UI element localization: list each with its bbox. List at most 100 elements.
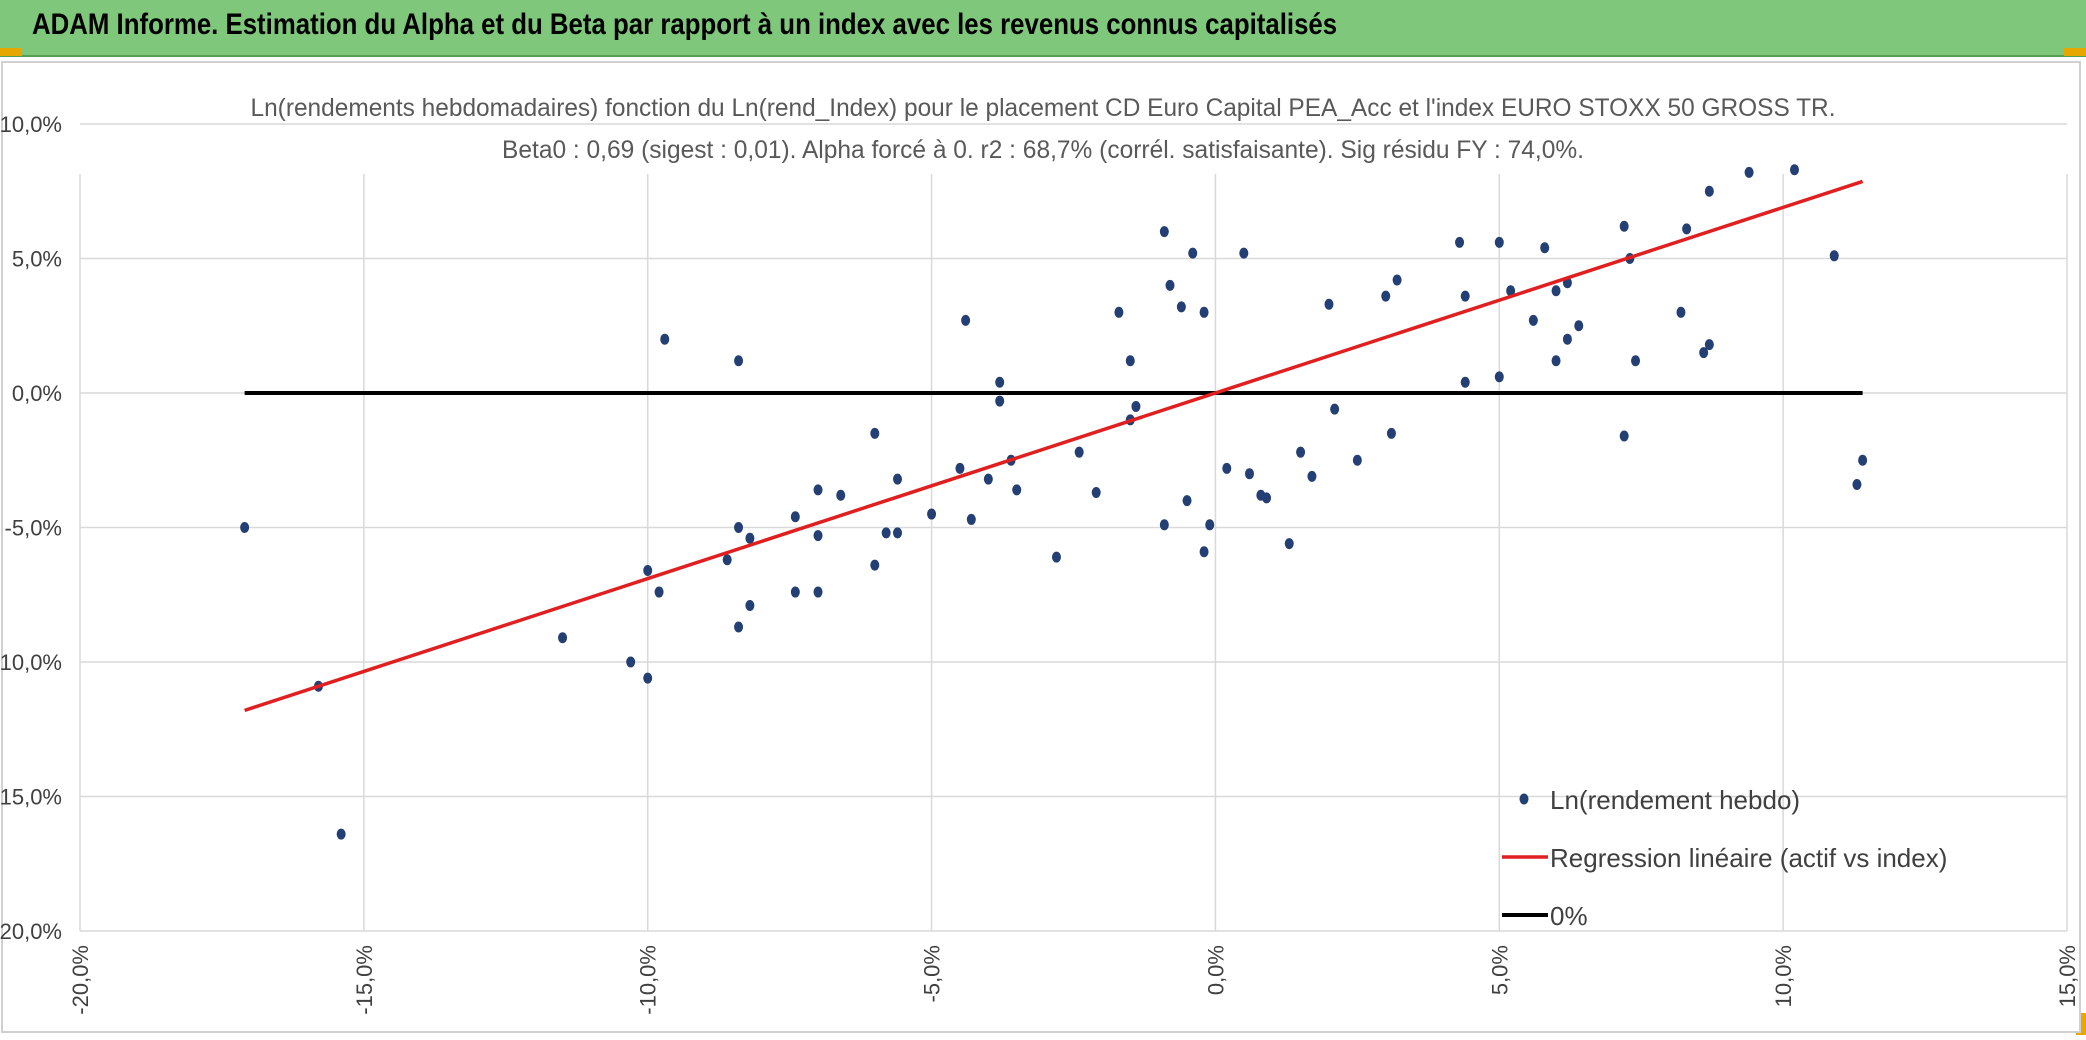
data-point [870, 427, 880, 439]
data-point [1199, 546, 1209, 558]
data-point [1074, 446, 1084, 458]
data-point [1392, 274, 1402, 286]
data-point [1205, 519, 1215, 531]
data-point [1012, 484, 1022, 496]
data-point [1829, 250, 1839, 262]
legend-marker-points [1519, 793, 1529, 805]
data-point [1682, 223, 1692, 235]
data-point [1704, 185, 1714, 197]
chart-title: Ln(rendements hebdomadaires) fonction du… [251, 94, 1836, 122]
data-point [1455, 236, 1465, 248]
data-point [790, 586, 800, 598]
data-point [1494, 371, 1504, 383]
chart-frame: 10,0% 5,0% 0,0% -5,0% -10,0% -15,0% -20,0%-20,… [0, 60, 2086, 1035]
data-point [1494, 236, 1504, 248]
y-tick-label: 0,0% [12, 381, 62, 406]
y-tick-label: 5,0% [12, 247, 62, 272]
data-point [734, 621, 744, 633]
data-point [1352, 454, 1362, 466]
data-point [1239, 247, 1249, 259]
data-point [790, 511, 800, 523]
x-tick-label: -15,0% [352, 945, 377, 1015]
data-point [813, 484, 823, 496]
data-point [1131, 400, 1141, 412]
data-point [654, 586, 664, 598]
data-point [643, 672, 653, 684]
data-point [1704, 339, 1714, 351]
data-point [1199, 306, 1209, 318]
data-point [1699, 347, 1709, 359]
chart-subtitle: Beta0 : 0,69 (sigest : 0,01). Alpha forc… [502, 136, 1584, 164]
corner-marker-right [2064, 48, 2086, 56]
data-point [1858, 454, 1868, 466]
data-point [1330, 403, 1340, 415]
x-tick-label: 10,0% [1771, 945, 1796, 1007]
data-point [1381, 290, 1391, 302]
data-point [1676, 306, 1686, 318]
data-point [1307, 470, 1317, 482]
data-point [1619, 430, 1629, 442]
data-point [1159, 519, 1169, 531]
x-tick-label: 5,0% [1487, 945, 1512, 995]
data-point [734, 522, 744, 533]
x-tick-label: -20,0% [68, 945, 93, 1015]
data-point [1460, 376, 1470, 388]
data-point [1176, 301, 1186, 313]
data-point [813, 530, 823, 542]
data-point [881, 527, 891, 539]
data-point [961, 314, 971, 326]
data-point [1244, 468, 1254, 480]
data-point [893, 473, 903, 485]
regression-line [244, 179, 1864, 713]
y-tick-label: -5,0% [5, 516, 62, 541]
data-point [1159, 226, 1169, 238]
data-point [813, 586, 823, 598]
data-point [1562, 333, 1572, 345]
data-point [745, 600, 755, 612]
data-point [1284, 538, 1294, 550]
data-point [1125, 355, 1135, 367]
y-tick-label: -10,0% [0, 650, 62, 675]
data-point [1852, 478, 1862, 490]
header-bar: ADAM Informe. Estimation du Alpha et du … [0, 0, 2086, 57]
data-point [1386, 427, 1396, 439]
data-point [1262, 492, 1272, 504]
data-point [955, 462, 965, 474]
data-point [1091, 487, 1101, 499]
data-point [995, 395, 1005, 407]
page-title: ADAM Informe. Estimation du Alpha et du … [32, 8, 1338, 41]
data-point [1528, 314, 1538, 326]
data-point [893, 527, 903, 539]
data-point [1296, 446, 1306, 458]
scatter-chart: 10,0% 5,0% 0,0% -5,0% -10,0% -15,0% -20,0%-20,… [0, 61, 2081, 1033]
data-point [1051, 551, 1061, 563]
y-tick-label: -15,0% [0, 785, 62, 810]
data-point [722, 554, 732, 566]
data-point [1619, 220, 1629, 232]
data-point [995, 376, 1005, 388]
data-point [836, 489, 846, 501]
corner-marker-left [0, 48, 22, 56]
data-point [1460, 290, 1470, 302]
data-point [927, 508, 937, 520]
data-point [870, 559, 880, 571]
data-point [336, 828, 346, 840]
legend-label: 0% [1550, 901, 1588, 931]
data-point [1789, 164, 1799, 176]
legend-label: Ln(rendement hebdo) [1550, 785, 1800, 815]
x-tick-label: 0,0% [1203, 945, 1228, 995]
data-point [240, 522, 250, 533]
x-tick-label: -5,0% [920, 945, 945, 1002]
data-point [1165, 279, 1175, 291]
data-point [734, 355, 744, 367]
data-point [1188, 247, 1198, 259]
legend-label: Regression linéaire (actif vs index) [1550, 843, 1947, 873]
y-tick-label: -20,0% [0, 919, 62, 944]
data-point [983, 473, 993, 485]
data-point [1631, 355, 1641, 367]
data-point [745, 532, 755, 544]
data-point [558, 632, 568, 644]
data-point [1182, 495, 1192, 507]
data-point [1540, 242, 1550, 254]
data-point [1551, 285, 1561, 297]
